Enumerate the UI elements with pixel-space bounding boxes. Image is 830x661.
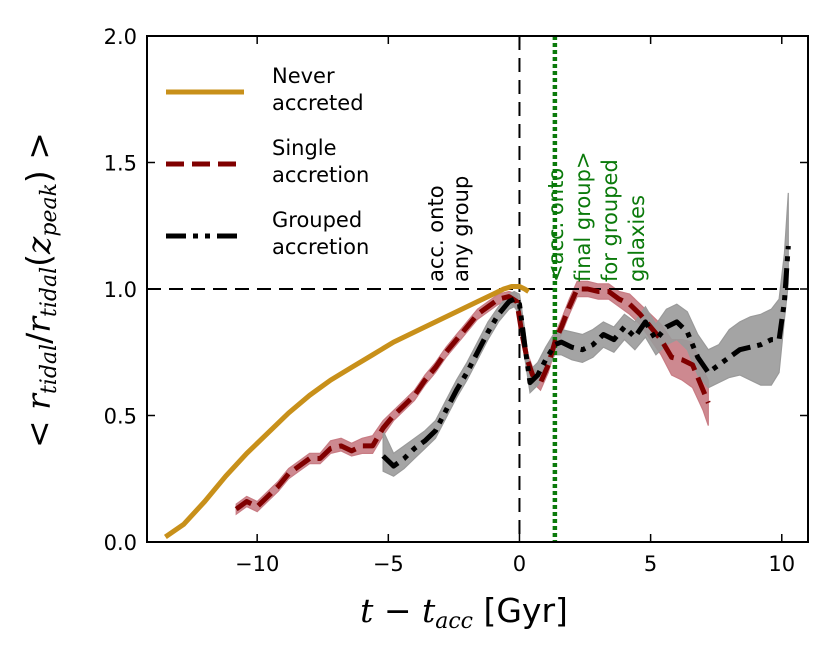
y-label-arg-open: ( — [19, 254, 58, 267]
axis-ticks: −10 −5 0 5 10 0.0 0.5 1.0 1.5 2.0 — [104, 25, 808, 576]
annotations: acc. ontoany group <acc. onto final group>… — [424, 151, 649, 282]
reference-lines — [147, 36, 808, 542]
legend-label-never-line-0: Never — [272, 64, 335, 88]
x-label-unit: [Gyr] — [473, 591, 568, 630]
annotation-0-line-0: acc. onto — [424, 185, 448, 282]
annotation-0: acc. ontoany group — [424, 176, 473, 282]
y-label-open: < — [19, 410, 58, 448]
y-label-den-sub: tidal — [37, 267, 62, 317]
y-axis-label: < rtidal/rtidal(zpeak) > — [19, 132, 62, 448]
single-line — [234, 286, 711, 512]
single-band — [235, 280, 709, 516]
x-label-minus: − — [373, 591, 422, 630]
y-tick-label: 0.5 — [104, 405, 137, 429]
y-label-slash: / — [19, 332, 58, 344]
annotation-1-line-2: for grouped — [598, 159, 622, 282]
x-tick-label: −10 — [235, 552, 279, 576]
annotation-1: <acc. onto final group> for grouped galaxie… — [544, 151, 649, 282]
legend-label-grouped-line-1: accretion — [272, 235, 369, 259]
y-label-den: r — [19, 315, 58, 333]
legend-label-single-line-0: Single — [272, 136, 337, 160]
y-label-arg-close: ) — [19, 170, 58, 183]
series-lines — [163, 245, 791, 539]
legend-label-single-line-1: accretion — [272, 163, 369, 187]
annotation-0-line-1: any group — [449, 176, 473, 282]
x-tick-label: −5 — [373, 552, 404, 576]
never-line — [163, 284, 530, 539]
y-label-num-sub: tidal — [37, 344, 62, 394]
x-tick-label: 5 — [644, 552, 657, 576]
legend-label-grouped: Grouped accretion — [272, 208, 369, 259]
legend-label-single: Single accretion — [272, 136, 369, 187]
grouped-line — [381, 245, 791, 469]
y-tick-label: 2.0 — [104, 25, 137, 49]
legend-label-never-line-1: accreted — [272, 91, 364, 115]
legend-label-never: Never accreted — [272, 64, 364, 115]
x-tick-label: 10 — [768, 552, 795, 576]
x-label-var: t — [360, 591, 374, 630]
legend: Never accreted Single accretion Grouped accre… — [166, 64, 369, 259]
annotation-1-line-0: <acc. onto — [544, 168, 568, 282]
y-label-num: r — [19, 392, 58, 410]
x-label-sub-var: t — [422, 591, 436, 630]
y-tick-label: 1.5 — [104, 152, 137, 176]
x-label-sub: acc — [435, 609, 473, 634]
y-tick-label: 0.0 — [104, 531, 137, 555]
y-label-arg-sub: peak — [37, 183, 62, 237]
x-axis-label: t − tacc [Gyr] — [360, 591, 568, 634]
y-label-arg: z — [19, 236, 58, 255]
annotation-1-line-1: final group> — [571, 151, 595, 282]
legend-label-grouped-line-0: Grouped — [272, 208, 362, 232]
y-label-close: > — [19, 132, 58, 170]
y-tick-label: 1.0 — [104, 278, 137, 302]
x-tick-label: 0 — [513, 552, 526, 576]
annotation-1-line-3: galaxies — [625, 195, 649, 282]
